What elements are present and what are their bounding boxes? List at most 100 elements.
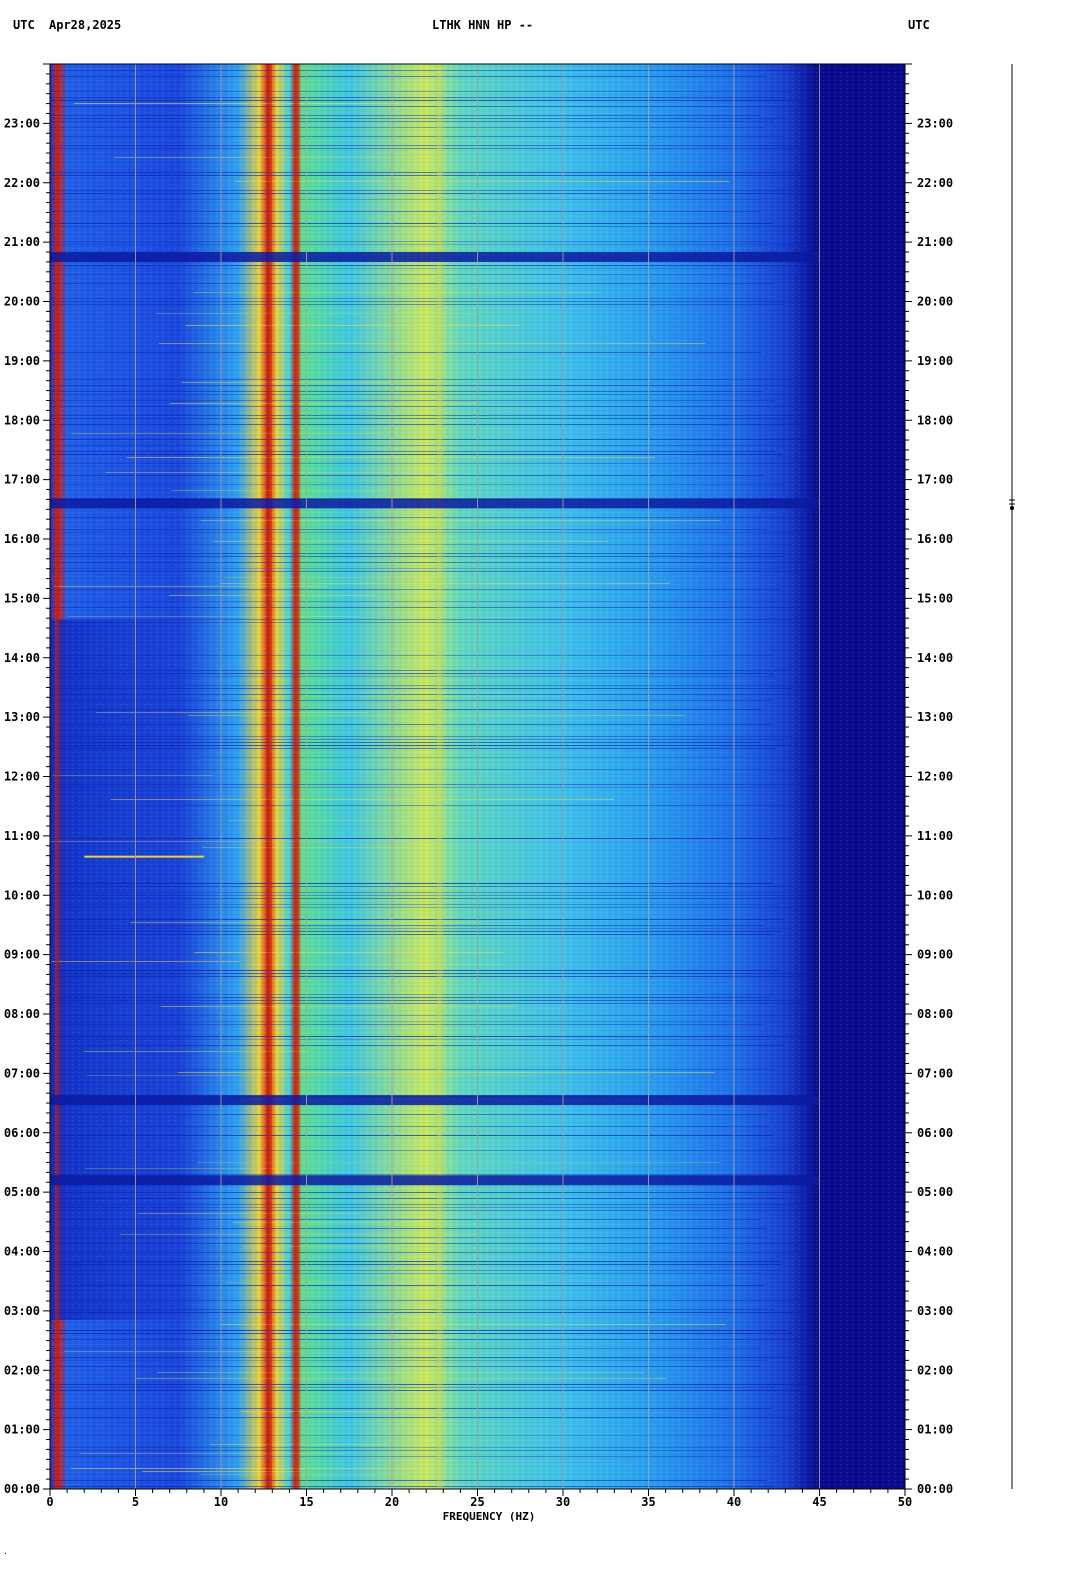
- streak: [50, 352, 762, 353]
- streak: [50, 1150, 793, 1151]
- streak: [50, 241, 770, 242]
- streak: [53, 586, 328, 587]
- plot-area: [49, 63, 906, 1490]
- streak: [50, 532, 805, 533]
- y-tick-label-left: 15:00: [4, 591, 40, 605]
- streak: [50, 1114, 769, 1115]
- y-tick-label-right: 21:00: [917, 235, 953, 249]
- streak: [50, 784, 805, 785]
- y-tick-label-left: 13:00: [4, 710, 40, 724]
- streak: [50, 1174, 792, 1175]
- streak: [50, 1357, 800, 1358]
- streak: [50, 571, 802, 572]
- band-column: [54, 64, 59, 1489]
- time-events: [50, 251, 820, 1186]
- streak: [67, 616, 359, 617]
- streak: [50, 1312, 804, 1313]
- streak: [50, 121, 774, 122]
- streak: [52, 775, 213, 776]
- streak: [50, 907, 810, 908]
- streak: [50, 673, 773, 674]
- streak: [50, 1126, 770, 1127]
- streak: [50, 1285, 765, 1286]
- streak: [50, 1435, 795, 1436]
- streak: [50, 886, 792, 887]
- streak: [50, 304, 784, 305]
- streak: [50, 769, 819, 770]
- y-tick-label-left: 22:00: [4, 176, 40, 190]
- band-column: [265, 64, 272, 1489]
- streak: [50, 688, 793, 689]
- y-tick-label-right: 07:00: [917, 1066, 953, 1080]
- streak: [50, 1270, 783, 1271]
- y-tick-label-right: 22:00: [917, 176, 953, 190]
- streak: [50, 385, 808, 386]
- utc-label-right: UTC: [908, 18, 930, 32]
- streak: [50, 193, 796, 194]
- streak: [159, 343, 705, 344]
- y-tick-label-left: 00:00: [4, 1482, 40, 1496]
- streak: [50, 739, 789, 740]
- streak: [135, 1378, 667, 1379]
- y-tick-label-left: 01:00: [4, 1423, 40, 1437]
- streak: [225, 1282, 548, 1283]
- streak: [50, 268, 810, 269]
- streak: [50, 445, 788, 446]
- horizontal-streaks: [50, 64, 820, 1489]
- streak: [50, 415, 810, 416]
- streak: [50, 601, 805, 602]
- streak: [193, 292, 600, 293]
- streak: [246, 964, 503, 965]
- streak: [50, 394, 797, 395]
- streak: [50, 172, 806, 173]
- streak: [50, 1390, 810, 1391]
- streak: [50, 1243, 800, 1244]
- streak: [50, 1135, 773, 1136]
- streak: [50, 655, 773, 656]
- streak: [50, 211, 761, 212]
- y-tick-label-left: 11:00: [4, 829, 40, 843]
- streak: [74, 103, 402, 104]
- streak: [50, 400, 776, 401]
- y-tick-label-left: 05:00: [4, 1185, 40, 1199]
- streak: [50, 556, 785, 557]
- corner-mark: ·: [3, 1549, 8, 1558]
- streak: [50, 1036, 811, 1037]
- streak: [50, 934, 773, 935]
- streak: [70, 1468, 415, 1469]
- streak: [50, 379, 798, 380]
- y-tick-label-right: 15:00: [917, 591, 953, 605]
- streak: [50, 106, 795, 107]
- dark-event-band: [50, 251, 820, 262]
- streak: [50, 1387, 775, 1388]
- x-tick-label: 25: [470, 1495, 484, 1509]
- y-tick-label-left: 17:00: [4, 473, 40, 487]
- streak: [50, 301, 809, 302]
- band-column: [293, 64, 300, 1489]
- streak: [51, 961, 240, 962]
- streak: [235, 181, 730, 182]
- streak: [50, 1204, 805, 1205]
- streak: [50, 1000, 808, 1001]
- streak: [50, 607, 805, 608]
- streak: [50, 1003, 801, 1004]
- streak: [50, 1261, 781, 1262]
- y-tick-label-right: 23:00: [917, 116, 953, 130]
- y-tick-label-right: 12:00: [917, 770, 953, 784]
- streak: [50, 568, 783, 569]
- streak: [50, 1198, 787, 1199]
- streak: [119, 1234, 479, 1235]
- y-tick-label-left: 07:00: [4, 1066, 40, 1080]
- streak: [171, 490, 456, 491]
- streak: [233, 1222, 431, 1223]
- streak: [64, 1351, 303, 1352]
- streak: [228, 820, 471, 821]
- streak: [50, 1273, 779, 1274]
- streak: [200, 520, 721, 521]
- y-tick-label-right: 04:00: [917, 1245, 953, 1259]
- streak: [50, 418, 796, 419]
- streak: [50, 970, 780, 971]
- streak: [50, 475, 765, 476]
- dark-event-band: [50, 498, 820, 509]
- streak: [50, 175, 804, 176]
